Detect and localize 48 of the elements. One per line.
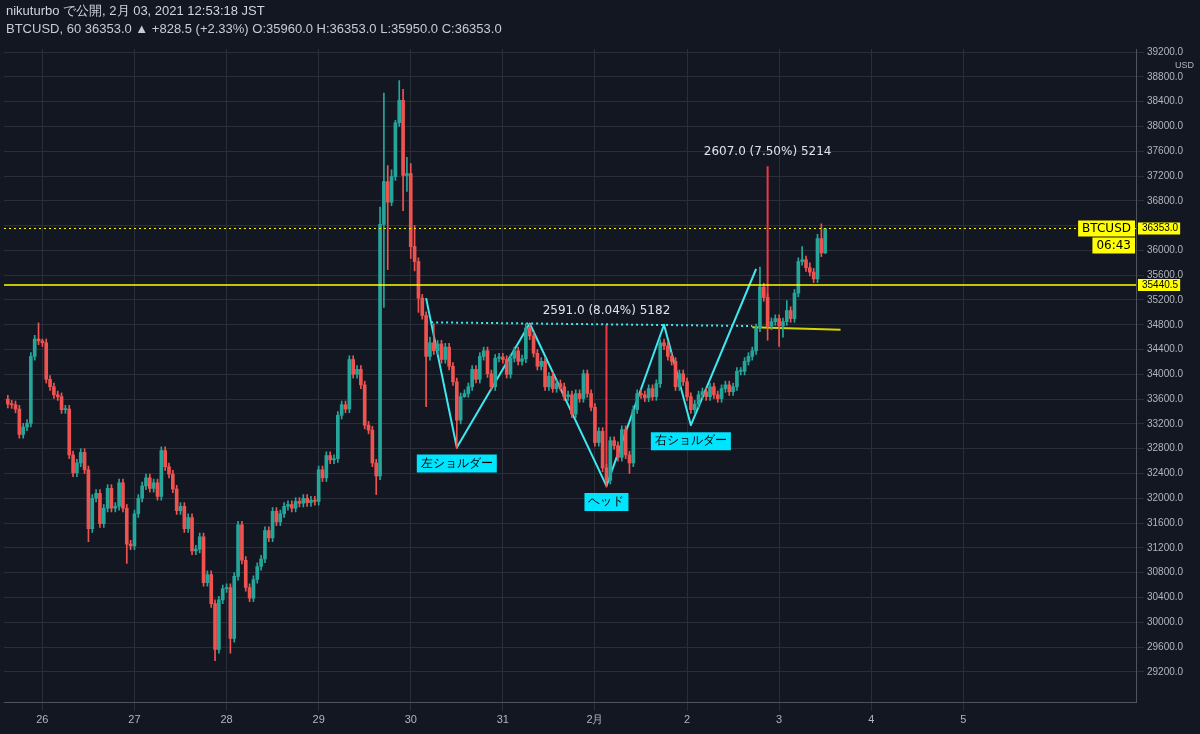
y-tick-label: 35600.0 [1147,268,1184,280]
x-tick-label: 31 [496,713,509,726]
chart-subtitle: BTCUSD, 60 36353.0 ▲ +828.5 (+2.33%) O:35960.0 H:36353.0 L:35950.0 C:36353.0 [6,20,503,38]
y-tick-label: 36800.0 [1147,194,1184,206]
ref-line-label: 35440.5 [1142,278,1179,290]
annotation: ヘッド [588,494,625,509]
y-tick-label: 33600.0 [1147,392,1184,404]
y-tick-label: 29200.0 [1147,665,1184,677]
x-tick-label: 2 [683,713,691,726]
annotation: BTCUSD [1082,220,1132,235]
annotation: 右ショルダー [654,433,727,448]
y-tick-label: 30800.0 [1147,566,1184,578]
x-tick-label: 4 [868,713,875,726]
y-tick-label: 37200.0 [1147,169,1184,181]
y-tick-label: 38000.0 [1147,120,1184,132]
y-axis-title: USD [1174,59,1195,70]
y-tick-label: 32000.0 [1147,492,1184,504]
x-tick-label: 26 [36,713,49,726]
y-tick-label: 31200.0 [1147,541,1184,553]
x-tick-label: 3 [776,713,783,726]
x-tick-label: 28 [220,713,233,726]
y-tick-label: 34400.0 [1147,343,1184,355]
y-tick-label: 31600.0 [1147,516,1184,528]
x-tick-label: 5 [960,713,967,726]
ref-line-label: 36353.0 [1142,222,1179,234]
annotation: 2607.0 (7.50%) 5214 [703,144,832,159]
y-tick-label: 36000.0 [1147,244,1184,256]
y-tick-label: 30400.0 [1147,591,1184,603]
y-tick-label: 39200.0 [1147,45,1184,57]
annotation: 06:43 [1096,237,1132,252]
y-tick-label: 29600.0 [1147,640,1184,652]
x-tick-label: 29 [312,713,325,726]
y-tick-label: 38800.0 [1147,70,1184,82]
x-tick-label: 2月 [586,713,604,726]
y-tick-label: 30000.0 [1147,615,1184,627]
y-tick-label: 37600.0 [1147,145,1184,156]
x-tick-label: 30 [404,713,417,726]
annotation: 2591.0 (8.04%) 5182 [542,302,671,317]
chart-title: nikuturbo で公開, 2月 03, 2021 12:53:18 JST [6,2,266,20]
annotation: 左ショルダー [420,455,493,470]
y-tick-label: 32800.0 [1147,442,1184,454]
y-tick-label: 33200.0 [1147,417,1184,429]
y-tick-label: 35200.0 [1147,293,1184,305]
y-tick-label: 34800.0 [1147,318,1184,330]
x-tick-label: 27 [128,713,141,726]
y-tick-label: 38400.0 [1147,95,1184,107]
y-tick-label: 34000.0 [1147,368,1184,380]
y-tick-label: 32400.0 [1147,467,1184,479]
